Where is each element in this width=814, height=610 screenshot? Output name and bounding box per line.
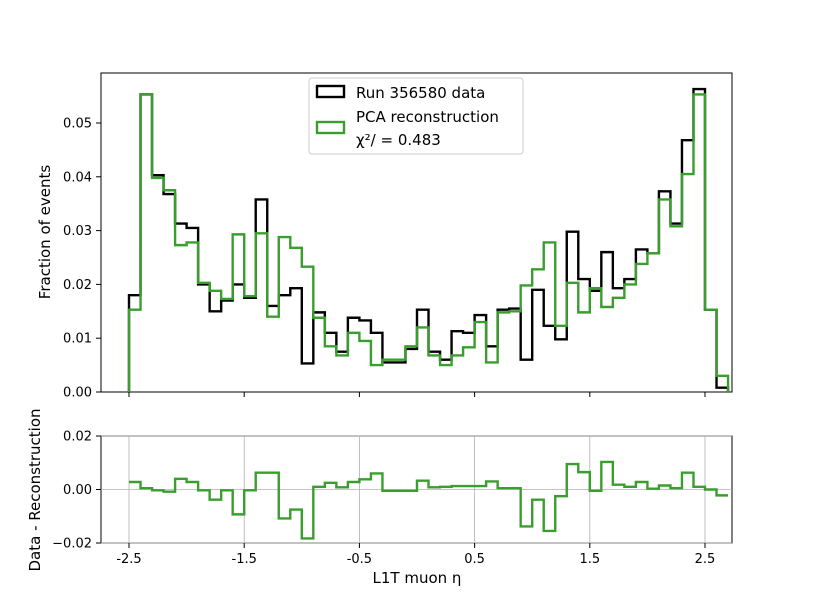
legend-chi2-annotation: χ²/ = 0.483: [356, 131, 441, 149]
legend-label-data: Run 356580 data: [356, 84, 485, 102]
x-axis-label: L1T muon η: [373, 569, 462, 587]
legend-frame: [308, 77, 524, 155]
main-y-tick-label: 0.04: [63, 170, 92, 185]
main-plot-frame: [100, 72, 733, 393]
main-series-group: [127, 87, 730, 392]
legend-swatch-pca: [315, 120, 346, 135]
main-x-ticks: [128, 392, 706, 397]
residual-y-ticks: −0.02 0.00 0.02: [52, 430, 101, 552]
legend-swatch-data: [315, 84, 346, 99]
residual-panel: −0.02 0.00 0.02 -2.5 -1.5 -0.5 0.5 1.5 2.5 Data…: [26, 408, 733, 587]
residual-x-tick-label: -2.5: [116, 552, 141, 567]
main-y-tick-label: 0.02: [63, 278, 92, 293]
residual-y-tick-label: 0.00: [63, 483, 92, 498]
series-pca-histogram: [127, 93, 730, 392]
residual-x-tick-label: 0.5: [464, 552, 485, 567]
main-y-tick-label: 0.05: [63, 117, 92, 132]
legend: Run 356580 data PCA reconstruction χ²/ =…: [308, 77, 524, 155]
legend-label-pca: PCA reconstruction: [356, 108, 499, 126]
main-y-ticks: 0.00 0.01 0.02 0.03 0.04 0.05: [63, 117, 101, 401]
main-y-axis-label: Fraction of events: [36, 165, 54, 300]
residual-x-tick-label: -0.5: [347, 552, 372, 567]
main-y-tick-label: 0.03: [63, 224, 92, 239]
residual-y-axis-label: Data - Reconstruction: [26, 408, 44, 571]
series-residual: [129, 460, 729, 540]
residual-series-group: [129, 460, 729, 540]
main-panel: 0.00 0.01 0.02 0.03 0.04 0.05 Fraction of eve…: [36, 72, 733, 401]
main-y-tick-label: 0.01: [63, 332, 92, 347]
residual-x-ticks: -2.5 -1.5 -0.5 0.5 1.5 2.5: [116, 543, 715, 567]
residual-x-tick-label: -1.5: [232, 552, 257, 567]
residual-x-tick-label: 2.5: [695, 552, 716, 567]
main-y-tick-label: 0.00: [63, 386, 92, 401]
residual-y-tick-label: −0.02: [52, 537, 92, 552]
residual-x-tick-label: 1.5: [579, 552, 600, 567]
residual-y-tick-label: 0.02: [63, 430, 92, 445]
